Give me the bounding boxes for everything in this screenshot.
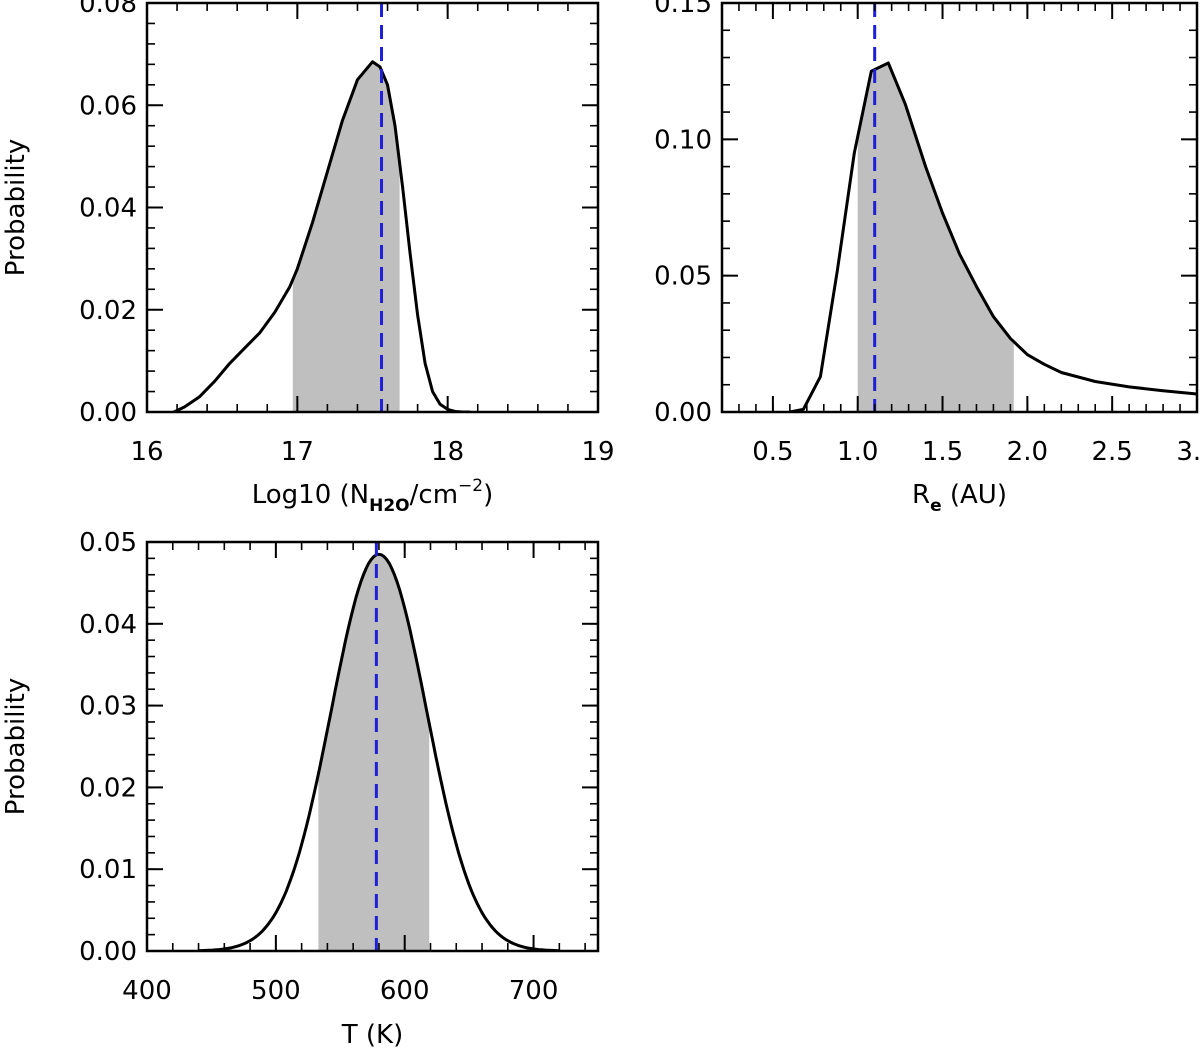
credible-interval-shade	[857, 63, 1014, 412]
x-axis-label: Re (AU)	[912, 480, 1007, 516]
y-axis-label: Probability	[1, 139, 31, 276]
y-tick-label: 0.03	[79, 692, 137, 722]
x-axis-label-mid: (AU)	[942, 480, 1007, 510]
y-tick-label: 0.04	[79, 610, 137, 640]
x-axis-label: Log10 (NH2O/cm−2)	[252, 476, 494, 516]
y-tick-label: 0.04	[79, 194, 137, 224]
x-axis-label-main: Log10 (N	[252, 480, 369, 510]
plot-frame	[145, 540, 600, 953]
x-tick-label: 500	[251, 976, 301, 1006]
x-tick-label: 17	[281, 437, 314, 467]
y-tick-label: 0.00	[79, 937, 137, 967]
x-tick-label: 19	[581, 437, 614, 467]
panel-temperature: 400 500 600 700 0.00 0.01 0.02 0.03 0.04 0.05 T (K…	[1, 528, 600, 1050]
x-axis-label: T (K)	[341, 1020, 403, 1050]
probability-curve	[789, 61, 1197, 412]
x-axis-label-main: R	[912, 480, 930, 510]
x-tick-label: 18	[431, 437, 464, 467]
y-tick-label: 0.00	[79, 398, 137, 428]
panel-emitting-radius: 0.5 1.0 1.5 2.0 2.5 3.0 0.00 0.05 0.10 0.15 Re (AU…	[654, 0, 1200, 516]
y-tick-label: 0.05	[79, 528, 137, 558]
y-tick-label: 0.08	[79, 0, 137, 19]
y-tick-label: 0.05	[654, 262, 712, 292]
y-tick-label: 0.15	[654, 0, 712, 19]
x-tick-label: 600	[380, 976, 430, 1006]
x-tick-label: 700	[509, 976, 559, 1006]
x-tick-label: 3.0	[1176, 437, 1200, 467]
y-axis-label: Probability	[1, 678, 31, 815]
y-tick-label: 0.01	[79, 855, 137, 885]
y-tick-label: 0.02	[79, 773, 137, 803]
x-tick-label: 0.5	[752, 437, 793, 467]
y-tick-label: 0.06	[79, 91, 137, 121]
x-tick-label: 16	[130, 437, 163, 467]
x-tick-label: 400	[122, 976, 172, 1006]
y-tick-label: 0.10	[654, 125, 712, 155]
x-tick-label: 1.5	[922, 437, 963, 467]
x-tick-label: 2.5	[1091, 437, 1132, 467]
x-axis-label-sub: H2O	[369, 496, 410, 516]
probability-curve	[173, 60, 471, 412]
x-axis-label-mid: /cm	[410, 480, 458, 510]
x-axis-label-sup: −2	[458, 476, 483, 496]
credible-interval-shade	[292, 61, 400, 413]
panel-column-density: 16 17 18 19 0.00 0.02 0.04 0.06 0.08 Log10 (NH2O/…	[1, 0, 615, 516]
x-axis-label-main: T (K)	[341, 1020, 403, 1050]
x-axis-label-end: )	[483, 480, 493, 510]
x-tick-label: 2.0	[1007, 437, 1048, 467]
x-axis-label-sub: e	[930, 496, 942, 516]
y-tick-label: 0.00	[654, 398, 712, 428]
probability-curve	[198, 552, 560, 951]
y-tick-label: 0.02	[79, 296, 137, 326]
x-tick-label: 1.0	[837, 437, 878, 467]
credible-interval-shade	[318, 554, 430, 951]
